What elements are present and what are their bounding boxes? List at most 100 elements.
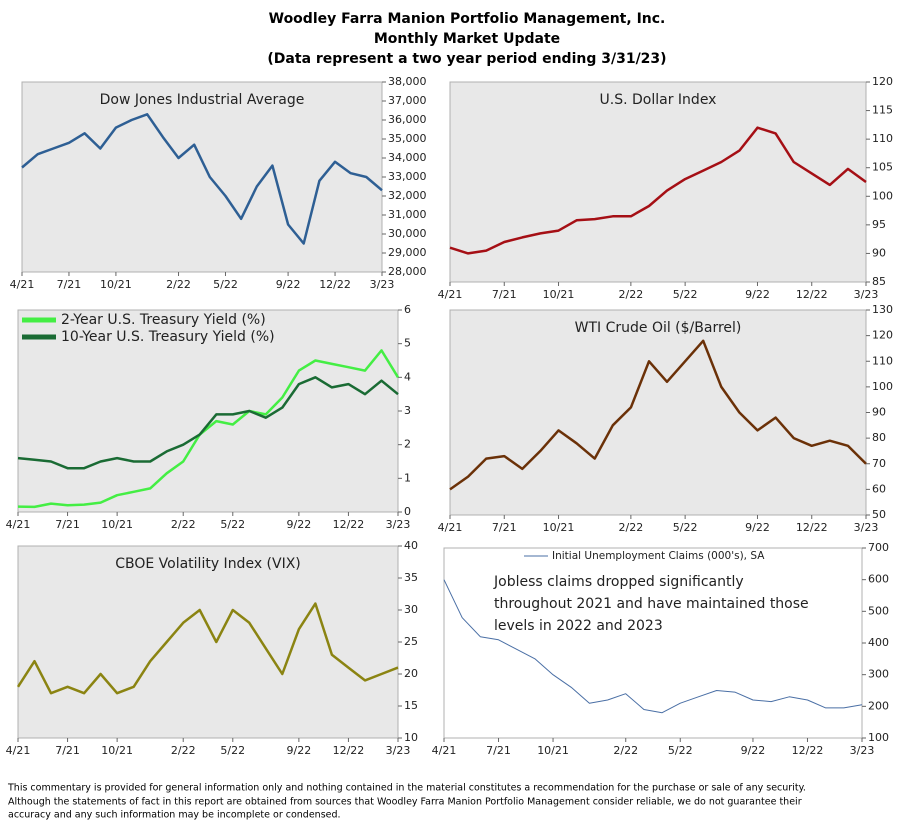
data-line: [449, 339, 867, 491]
x-tick-label: 2/22: [166, 278, 191, 291]
x-tick-label: 5/22: [673, 521, 698, 534]
x-tick-label: 2/22: [619, 521, 644, 534]
x-tick-label: 4/21: [438, 288, 463, 301]
x-tick-label: 12/22: [319, 278, 351, 291]
x-tick-label: 9/22: [276, 278, 301, 291]
x-tick-label: 3/23: [386, 744, 411, 757]
y-tick-label: 120: [872, 75, 893, 88]
y-tick-label: 29,000: [388, 246, 427, 259]
legend-label: 10-Year U.S. Treasury Yield (%): [61, 329, 275, 345]
y-tick-label: 500: [868, 604, 889, 617]
plot-area: [449, 81, 867, 283]
data-line: [17, 349, 400, 509]
y-tick-label: 34,000: [388, 151, 427, 164]
y-tick-label: 30,000: [388, 227, 427, 240]
disclaimer: accuracy and any such information may be…: [8, 810, 341, 821]
y-tick-label: 5: [404, 337, 411, 350]
annotation: throughout 2021 and have maintained thos…: [494, 596, 809, 612]
plot-area: [21, 81, 383, 273]
y-tick-label: 130: [872, 303, 893, 316]
annotation: levels in 2022 and 2023: [494, 618, 663, 634]
y-tick-label: 33,000: [388, 170, 427, 183]
y-tick-label: 115: [872, 104, 893, 117]
x-tick-label: 5/22: [213, 278, 238, 291]
y-tick-label: 4: [404, 370, 411, 383]
chart-title: CBOE Volatility Index (VIX): [115, 556, 301, 572]
chart-title: U.S. Dollar Index: [600, 92, 717, 108]
x-tick-label: 7/21: [55, 518, 80, 531]
x-tick-label: 2/22: [171, 744, 196, 757]
legend-label: Initial Unemployment Claims (000's), SA: [552, 550, 765, 562]
chart-title: Dow Jones Industrial Average: [100, 92, 305, 108]
annotation: Jobless claims dropped significantly: [493, 574, 744, 590]
y-tick-label: 2: [404, 438, 411, 451]
data-line: [16, 602, 399, 695]
page-title: (Data represent a two year period ending…: [267, 51, 666, 67]
x-tick-label: 3/23: [854, 288, 879, 301]
x-tick-label: 4/21: [6, 744, 31, 757]
x-tick-label: 7/21: [492, 521, 517, 534]
y-tick-label: 80: [872, 431, 886, 444]
y-tick-label: 1: [404, 471, 411, 484]
x-tick-label: 2/22: [613, 744, 638, 757]
y-tick-label: 35: [404, 571, 418, 584]
x-tick-label: 9/22: [287, 518, 312, 531]
y-tick-label: 90: [872, 246, 886, 259]
x-tick-label: 12/22: [796, 288, 828, 301]
y-tick-label: 700: [868, 541, 889, 554]
x-tick-label: 3/23: [850, 744, 875, 757]
y-tick-label: 20: [404, 667, 418, 680]
y-tick-label: 40: [404, 539, 418, 552]
data-line: [443, 579, 863, 714]
y-tick-label: 31,000: [388, 208, 427, 221]
chart-title: WTI Crude Oil ($/Barrel): [575, 320, 742, 336]
y-tick-label: 15: [404, 699, 418, 712]
x-tick-label: 4/21: [432, 744, 457, 757]
y-tick-label: 90: [872, 406, 886, 419]
y-tick-label: 110: [872, 132, 893, 145]
x-tick-label: 12/22: [333, 744, 365, 757]
y-tick-label: 28,000: [388, 265, 427, 278]
y-tick-label: 37,000: [388, 94, 427, 107]
y-tick-label: 0: [404, 505, 411, 518]
plot-area: [17, 545, 399, 739]
disclaimer: Although the statements of fact in this …: [8, 797, 802, 808]
y-tick-label: 120: [872, 329, 893, 342]
y-tick-label: 100: [872, 189, 893, 202]
y-tick-label: 6: [404, 303, 411, 316]
x-tick-label: 4/21: [6, 518, 31, 531]
x-tick-label: 5/22: [668, 744, 693, 757]
y-tick-label: 400: [868, 636, 889, 649]
y-tick-label: 10: [404, 731, 418, 744]
x-tick-label: 10/21: [543, 288, 575, 301]
x-tick-label: 5/22: [220, 518, 245, 531]
y-tick-label: 38,000: [388, 75, 427, 88]
x-tick-label: 7/21: [55, 744, 80, 757]
x-tick-label: 7/21: [492, 288, 517, 301]
plot-area: [443, 547, 863, 739]
x-tick-label: 2/22: [619, 288, 644, 301]
x-tick-label: 5/22: [220, 744, 245, 757]
x-tick-label: 12/22: [796, 521, 828, 534]
y-tick-label: 70: [872, 457, 886, 470]
x-tick-label: 3/23: [370, 278, 395, 291]
page-title: Woodley Farra Manion Portfolio Managemen…: [269, 11, 666, 27]
x-tick-label: 3/23: [854, 521, 879, 534]
y-tick-label: 95: [872, 218, 886, 231]
y-tick-label: 300: [868, 668, 889, 681]
y-tick-label: 100: [868, 731, 889, 744]
y-tick-label: 30: [404, 603, 418, 616]
x-tick-label: 9/22: [287, 744, 312, 757]
x-tick-label: 4/21: [438, 521, 463, 534]
y-tick-label: 85: [872, 275, 886, 288]
data-line: [17, 376, 399, 470]
y-tick-label: 600: [868, 573, 889, 586]
y-tick-label: 105: [872, 161, 893, 174]
x-tick-label: 12/22: [792, 744, 824, 757]
plot-area: [449, 309, 867, 516]
y-tick-label: 25: [404, 635, 418, 648]
y-tick-label: 110: [872, 354, 893, 367]
x-tick-label: 12/22: [333, 518, 365, 531]
x-tick-label: 9/22: [741, 744, 766, 757]
